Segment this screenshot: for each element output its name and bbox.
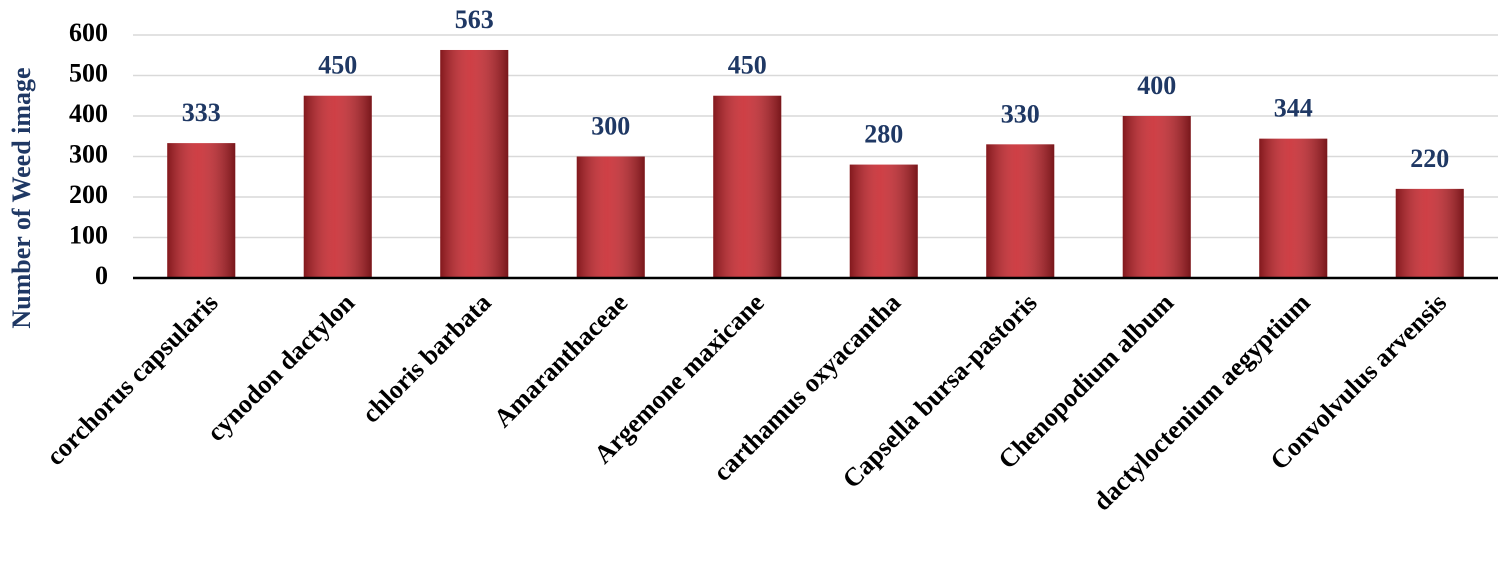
- y-tick-label: 200: [69, 180, 108, 209]
- value-label: 344: [1274, 94, 1313, 123]
- bar-shade: [303, 95, 372, 278]
- bar-shade: [440, 49, 509, 278]
- x-tick-label: Amaranthaceae: [488, 288, 633, 433]
- bar-shade: [986, 144, 1055, 278]
- y-tick-label: 300: [69, 139, 108, 168]
- y-tick-label: 100: [69, 220, 108, 249]
- bar-shade: [1122, 116, 1191, 278]
- bar-shade: [713, 95, 782, 278]
- value-label: 400: [1137, 71, 1176, 100]
- bar-shade: [576, 156, 645, 278]
- y-tick-label: 500: [69, 58, 108, 87]
- bar-shade: [1395, 188, 1464, 278]
- bar-shade: [849, 164, 918, 278]
- y-tick-label: 0: [95, 261, 108, 290]
- value-label: 450: [318, 51, 357, 80]
- bar-shade: [167, 143, 236, 278]
- value-label: 300: [591, 111, 630, 140]
- x-tick-label: chloris barbata: [356, 288, 497, 429]
- value-label: 280: [864, 120, 903, 149]
- x-tick-label: dactyloctenium aegyptium: [1087, 288, 1316, 517]
- value-label: 563: [455, 5, 494, 34]
- y-tick-label: 600: [69, 18, 108, 47]
- value-label: 450: [728, 51, 767, 80]
- x-tick-label: cynodon dactylon: [201, 288, 360, 447]
- y-tick-label: 400: [69, 99, 108, 128]
- y-axis-label: Number of Weed image: [7, 67, 36, 328]
- x-tick-label: corchorus capsularis: [41, 288, 224, 471]
- value-label: 330: [1001, 99, 1040, 128]
- value-label: 333: [182, 98, 221, 127]
- bar-shade: [1259, 138, 1328, 278]
- value-label: 220: [1410, 144, 1449, 173]
